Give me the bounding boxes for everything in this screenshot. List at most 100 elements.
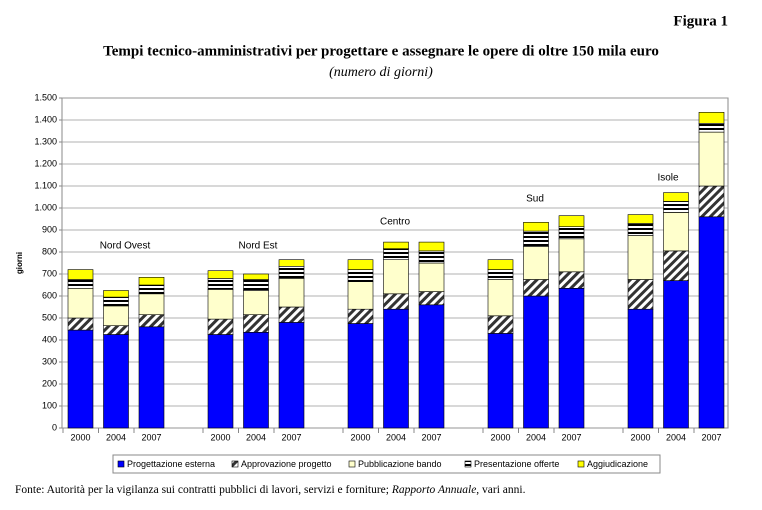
bar-segment — [627, 308, 654, 429]
bar-segment — [278, 278, 305, 308]
x-tick-label: 2004 — [246, 432, 266, 442]
bar-segment — [558, 238, 585, 273]
group-label: Nord Ovest — [100, 241, 151, 252]
source-text: Rapporto Annuale — [391, 484, 476, 496]
bar-segment — [207, 318, 234, 335]
bar-segment — [487, 279, 514, 317]
bar-segment — [558, 271, 585, 289]
y-tick-label: 100 — [42, 400, 57, 410]
chart-subtitle: (numero di giorni) — [329, 65, 433, 80]
y-tick-label: 1.200 — [34, 158, 57, 168]
source-note: Fonte: Autorità per la vigilanza sui con… — [15, 484, 526, 496]
bar-segment — [347, 281, 374, 310]
x-tick-label: 2004 — [106, 432, 126, 442]
bar-segment — [418, 304, 445, 429]
bar-segment — [103, 334, 129, 429]
bar-segment — [698, 131, 725, 187]
bar-segment — [67, 287, 94, 319]
x-tick-label: 2000 — [210, 432, 230, 442]
x-tick-label: 2000 — [70, 432, 90, 442]
bar-segment — [663, 212, 689, 252]
x-tick-label: 2007 — [701, 432, 721, 442]
bar-segment — [138, 276, 165, 286]
bar-segment — [278, 306, 305, 323]
bar-segment — [103, 290, 129, 298]
bar-segment — [418, 291, 445, 306]
x-tick-label: 2004 — [526, 432, 546, 442]
bar-segment — [383, 308, 409, 429]
bar-segment — [347, 259, 374, 270]
x-tick-label: 2004 — [386, 432, 406, 442]
bar-segment — [347, 308, 374, 324]
y-tick-label: 1.100 — [34, 180, 57, 190]
y-tick-label: 0 — [52, 422, 57, 432]
bar-segment — [278, 265, 305, 279]
legend-label: Progettazione esterna — [127, 459, 215, 469]
bar-segment — [278, 322, 305, 429]
y-tick-label: 300 — [42, 356, 57, 366]
bar-segment — [138, 293, 165, 315]
bar-segment — [698, 185, 725, 218]
legend-box — [112, 454, 661, 474]
y-tick-label: 900 — [42, 224, 57, 234]
bar-segment — [207, 278, 234, 290]
bar-segment — [627, 214, 654, 224]
bar-segment — [523, 222, 549, 232]
bar-segment — [663, 192, 689, 202]
bar-segment — [487, 259, 514, 270]
legend-swatch — [117, 460, 125, 468]
bar-segment — [383, 259, 409, 295]
figure-label: Figura 1 — [673, 13, 728, 29]
legend-swatch — [231, 460, 239, 468]
x-tick-label: 2007 — [141, 432, 161, 442]
bar-segment — [138, 284, 165, 295]
bar-segment — [698, 123, 725, 133]
y-tick-label: 1.300 — [34, 136, 57, 146]
bar-segment — [103, 325, 129, 335]
bar-segment — [67, 279, 94, 289]
bar-segment — [67, 269, 94, 280]
bar-segment — [487, 315, 514, 334]
legend-label: Aggiudicazione — [587, 459, 648, 469]
bar-segment — [207, 270, 234, 279]
x-tick-label: 2000 — [350, 432, 370, 442]
group-label: Centro — [380, 217, 410, 228]
x-tick-label: 2000 — [630, 432, 650, 442]
y-tick-label: 500 — [42, 312, 57, 322]
x-tick-label: 2007 — [281, 432, 301, 442]
bar-segment — [103, 296, 129, 307]
y-tick-label: 700 — [42, 268, 57, 278]
bar-segment — [67, 317, 94, 331]
bar-segment — [243, 331, 269, 429]
bar-segment — [523, 295, 549, 429]
y-tick-label: 800 — [42, 246, 57, 256]
bar-segment — [347, 323, 374, 429]
bar-segment — [523, 230, 549, 247]
bar-segment — [347, 269, 374, 283]
bar-segment — [383, 248, 409, 260]
bar-segment — [627, 235, 654, 280]
bar-segment — [243, 290, 269, 316]
bar-segment — [698, 216, 725, 429]
y-tick-label: 600 — [42, 290, 57, 300]
legend-label: Presentazione offerte — [474, 459, 559, 469]
bar-segment — [418, 241, 445, 252]
y-tick-label: 1.000 — [34, 202, 57, 212]
group-label: Sud — [526, 194, 544, 205]
bar-segment — [67, 329, 94, 429]
bar-segment — [207, 334, 234, 429]
bar-segment — [558, 287, 585, 429]
chart-title: Tempi tecnico-amministrativi per progett… — [103, 43, 659, 59]
bar-segment — [243, 279, 269, 291]
bar-segment — [663, 250, 689, 281]
bar-segment — [418, 262, 445, 292]
bar-segment — [698, 112, 725, 124]
bar-segment — [487, 333, 514, 429]
bar-segment — [138, 314, 165, 328]
bar-segment — [207, 289, 234, 320]
x-tick-label: 2004 — [666, 432, 686, 442]
bar-segment — [627, 223, 654, 236]
group-label: Isole — [657, 173, 679, 184]
bar-segment — [663, 201, 689, 213]
